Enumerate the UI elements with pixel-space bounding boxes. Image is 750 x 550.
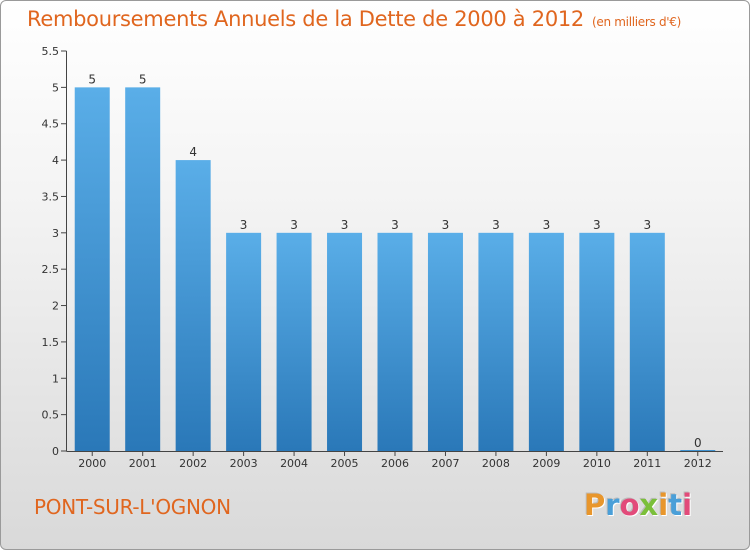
x-tick-label: 2004 [280,457,308,470]
x-tick-label: 2011 [633,457,661,470]
x-tick-label: 2012 [684,457,712,470]
y-tick-label: 5 [52,81,59,94]
y-tick-label: 3.5 [42,190,60,203]
bar-2002 [175,160,211,451]
x-tick-label: 2005 [331,457,359,470]
logo-letter: x [639,488,659,522]
y-tick-label: 0 [52,445,59,458]
chart-title: Remboursements Annuels de la Dette de 20… [27,7,681,31]
chart-title-text: Remboursements Annuels de la Dette de 20… [27,7,584,31]
logo-letter: r [605,488,620,522]
data-label: 4 [189,145,197,159]
logo-letter: P [584,488,606,522]
bar-2000 [74,87,110,451]
data-label: 3 [543,218,551,232]
logo-letter: t [668,488,683,522]
y-tick-label: 4 [52,154,59,167]
bar-2004 [276,232,312,451]
bar-2008 [478,232,514,451]
y-tick-label: 2.5 [42,263,60,276]
data-label: 3 [391,218,399,232]
proxiti-logo: Proxiti [584,488,692,522]
x-tick-label: 2007 [431,457,459,470]
bar-2006 [377,232,413,451]
bar-2010 [579,232,615,451]
bar-2005 [327,232,363,451]
x-tick-label: 2009 [532,457,560,470]
x-tick-label: 2010 [583,457,611,470]
y-tick-label: 1.5 [42,336,60,349]
y-tick-label: 0.5 [42,409,60,422]
bar-2011 [629,232,665,451]
x-tick-label: 2002 [179,457,207,470]
data-label: 3 [442,218,450,232]
bar-2009 [528,232,564,451]
x-tick-label: 2006 [381,457,409,470]
x-tick-label: 2001 [129,457,157,470]
logo-letter: i [682,488,693,522]
data-label: 3 [492,218,500,232]
logo-letter: i [658,488,669,522]
y-tick-label: 1 [52,372,59,385]
data-label: 3 [341,218,349,232]
x-tick-label: 2000 [78,457,106,470]
data-label: 5 [88,72,96,86]
chart-unit: (en milliers d'€) [592,15,682,29]
x-tick-label: 2003 [230,457,258,470]
data-label: 5 [139,72,147,86]
data-label: 3 [240,218,248,232]
data-label: 3 [643,218,651,232]
bar-2003 [226,232,262,451]
y-tick-label: 4.5 [42,118,60,131]
data-label: 3 [593,218,601,232]
y-tick-label: 5.5 [42,45,60,58]
y-tick-label: 3 [52,227,59,240]
bar-2012 [680,450,716,451]
commune-name: PONT-SUR-L'OGNON [34,495,231,519]
data-label: 0 [694,436,702,450]
x-tick-label: 2008 [482,457,510,470]
data-label: 3 [290,218,298,232]
logo-letter: o [619,488,640,522]
y-tick-label: 2 [52,300,59,313]
bar-2001 [125,87,161,451]
bar-2007 [427,232,463,451]
